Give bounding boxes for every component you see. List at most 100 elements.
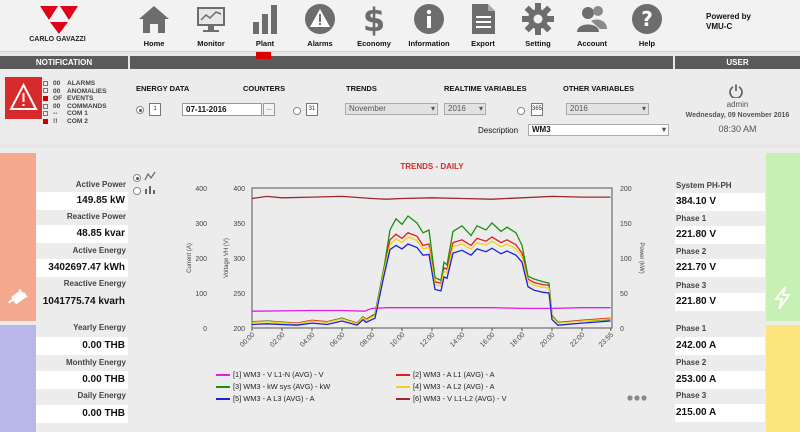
y-mid-axis-title: Voltage VH (V) [224,238,230,278]
nav-home[interactable]: Home [123,2,185,50]
realtime-variables-label: REALTIME VARIABLES [444,84,527,93]
current-color-stripe [766,325,800,432]
more-options-icon[interactable] [626,394,648,404]
legend-item[interactable]: [5] WM3 - A L3 (AVG) - A [216,394,315,403]
status-checkbox [43,80,48,86]
right-item-label: Phase 2 [676,358,707,367]
legend-swatch [396,374,410,377]
nav-setting[interactable]: Setting [507,2,569,50]
x-tick-label: 02:00 [269,331,286,348]
nav-label: Economy [357,39,391,48]
nav-plant[interactable]: Plant [234,2,296,50]
help-icon: ? [616,2,678,36]
cost-color-stripe [0,325,36,432]
chart-title: TRENDS - DAILY [400,162,464,171]
legend-item[interactable]: [3] WM3 - kW sys (AVG) - kW [216,382,330,391]
notification-label: COM 1 [67,110,88,118]
other-variables-label: OTHER VARIABLES [563,84,635,93]
daily-radio[interactable] [136,106,144,114]
export-icon [452,2,514,36]
powered-by: Powered by VMU-C [706,12,751,32]
plug-icon [5,287,29,311]
notification-item[interactable]: 00 ANOMALIES [43,88,107,96]
y-right-tick: 0 [620,326,624,333]
status-checkbox [43,118,48,124]
notification-label: ALARMS [67,80,96,87]
nav-export[interactable]: Export [452,2,514,50]
gear-icon [507,2,569,36]
nav-account[interactable]: Account [561,2,623,50]
nav-label: Account [577,39,607,48]
warning-badge[interactable] [5,77,42,119]
nav-label: Export [471,39,495,48]
user-name: admin [726,100,749,109]
legend-item[interactable]: [1] WM3 - V L1-N (AVG) - V [216,370,324,379]
y-mid-tick: 250 [233,291,245,298]
calendar-month-icon: 31 [306,103,318,116]
notification-item[interactable]: !! COM 2 [43,118,107,126]
nav-economy[interactable]: $ Economy [343,2,405,50]
legend-item[interactable]: [6] WM3 - V L1-L2 (AVG) - V [396,394,507,403]
notification-item[interactable]: 00 ALARMS [43,80,107,88]
monthly-radio[interactable] [293,107,301,115]
legend-swatch [216,374,230,377]
notification-item[interactable]: -- COM 1 [43,110,107,118]
x-tick-label: 08:00 [359,331,376,348]
nav-alarms[interactable]: Alarms [289,2,351,50]
legend-swatch [216,398,230,401]
left-item-label: Yearly Energy [73,323,126,332]
date-picker-button[interactable]: ... [263,103,275,116]
nav-label: Alarms [307,39,333,48]
current-time: 08:30 AM [718,124,757,134]
counters-label: COUNTERS [243,84,286,93]
left-item-label: Reactive Energy [63,279,126,288]
legend-swatch [216,386,230,389]
legend-item[interactable]: [2] WM3 - A L1 (AVG) - A [396,370,495,379]
notification-item[interactable]: OF EVENTS [43,95,107,103]
svg-text:$: $ [363,2,385,36]
left-item-label: Reactive Power [66,212,126,221]
line-chart-radio[interactable] [133,174,141,182]
date-input[interactable]: 07-11-2016 [182,103,262,116]
status-checkbox [43,111,48,117]
nav-label: Information [408,39,450,48]
year-select[interactable]: 2016 [444,103,486,115]
year2-select[interactable]: 2016 [566,103,649,115]
logo-text: CARLO GAVAZZI [29,36,86,43]
notification-item[interactable]: 00 COMMANDS [43,103,107,111]
bar-chart-radio[interactable] [133,187,141,195]
plant-icon [234,2,296,36]
yearly-radio[interactable] [517,107,525,115]
power-icon[interactable] [729,84,743,100]
y-mid-tick: 200 [233,326,245,333]
notification-label: COMMANDS [67,102,107,110]
x-tick-label: 23:55 [598,331,615,348]
current-date: Wednesday, 09 November 2016 [685,112,790,119]
right-item-label: Phase 3 [676,391,707,400]
y-right-axis-title: Power (kW) [638,242,644,273]
description-select[interactable]: WM3 [528,124,669,136]
x-tick-label: 12:00 [419,331,436,348]
powered-by-product: VMU-C [706,22,733,31]
left-item-value: 149.85 kW [36,192,128,210]
nav-help[interactable]: ? Help [616,2,678,50]
left-item-label: Active Power [75,180,126,189]
monitor-icon [180,2,242,36]
right-item-label: System PH-PH [676,181,732,190]
line-chart-icon [144,171,156,183]
nav-monitor[interactable]: Monitor [180,2,242,50]
bar-chart-icon [144,184,156,196]
month-select[interactable]: November [345,103,438,115]
left-item-label: Daily Energy [77,391,126,400]
logo-mark-icon [40,6,78,34]
legend-item[interactable]: [4] WM3 - A L2 (AVG) - A [396,382,495,391]
nav-information[interactable]: Information [398,2,460,50]
x-tick-label: 14:00 [449,331,466,348]
series-line-6 [251,195,611,200]
home-icon [123,2,185,36]
left-item-value: 48.85 kvar [36,225,128,243]
y-mid-tick: 350 [233,221,245,228]
x-tick-label: 04:00 [299,331,316,348]
powered-by-label: Powered by [706,12,751,21]
warning-icon [9,82,38,110]
